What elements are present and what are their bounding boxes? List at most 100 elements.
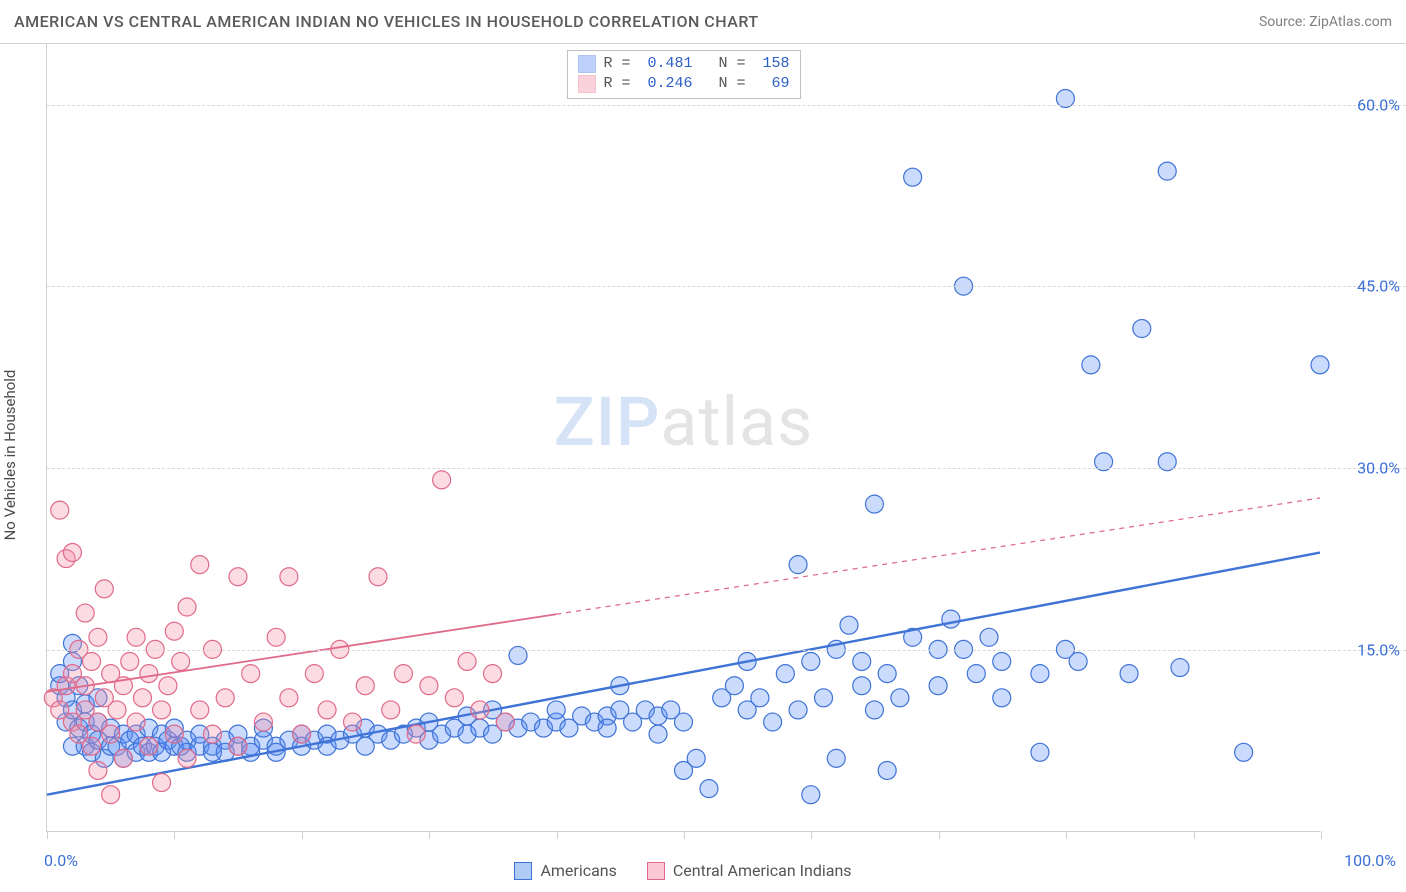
data-point [802,653,820,671]
data-point [344,713,362,731]
data-point [484,665,502,683]
data-point [305,665,323,683]
data-point [254,713,272,731]
data-point [83,737,101,755]
gridline [47,468,1406,469]
data-point [1069,653,1087,671]
data-point [840,616,858,634]
data-point [394,665,412,683]
data-point [764,713,782,731]
data-point [725,677,743,695]
trend-line [47,614,556,691]
x-axis-max-label: 100.0% [1344,851,1396,870]
data-point [153,774,171,792]
data-point [1082,356,1100,374]
data-point [267,628,285,646]
data-point [420,677,438,695]
data-point [967,665,985,683]
data-point [865,701,883,719]
data-point [242,665,260,683]
data-point [700,780,718,798]
data-point [178,749,196,767]
data-point [458,653,476,671]
data-point [598,719,616,737]
data-point [675,713,693,731]
data-point [114,749,132,767]
data-point [356,677,374,695]
data-point [789,701,807,719]
data-point [102,725,120,743]
data-point [827,749,845,767]
data-point [127,713,145,731]
data-point [509,646,527,664]
data-point [929,677,947,695]
legend: Americans Central American Indians [46,861,1320,880]
data-point [140,737,158,755]
gridline [47,286,1406,287]
data-point [89,761,107,779]
data-point [853,653,871,671]
data-point [280,568,298,586]
data-point [172,653,190,671]
data-point [216,689,234,707]
x-tick [47,831,48,839]
data-point [445,689,463,707]
data-point [83,653,101,671]
data-point [776,665,794,683]
data-point [89,628,107,646]
data-point [878,761,896,779]
x-tick [557,831,558,839]
data-point [293,725,311,743]
data-point [95,580,113,598]
x-tick [684,831,685,839]
data-point [496,713,514,731]
data-point [369,568,387,586]
data-point [178,598,196,616]
data-point [203,725,221,743]
legend-label: Central American Indians [673,861,852,880]
x-tick [939,831,940,839]
data-point [165,622,183,640]
data-point [891,689,909,707]
data-point [878,665,896,683]
scatter-svg [47,44,1320,831]
data-point [789,556,807,574]
x-tick [1066,831,1067,839]
data-point [1120,665,1138,683]
data-point [687,749,705,767]
data-point [1311,356,1329,374]
gridline [47,650,1406,651]
data-point [980,628,998,646]
x-tick [302,831,303,839]
data-point [865,495,883,513]
data-point [191,556,209,574]
data-point [1158,162,1176,180]
data-point [1031,665,1049,683]
data-point [191,701,209,719]
data-point [382,701,400,719]
data-point [165,725,183,743]
legend-item: Central American Indians [647,861,852,880]
y-tick-label: 60.0% [1330,95,1400,114]
data-point [942,610,960,628]
data-point [121,653,139,671]
data-point [1133,320,1151,338]
data-point [229,568,247,586]
x-tick [811,831,812,839]
y-tick-label: 30.0% [1330,459,1400,478]
chart-title: AMERICAN VS CENTRAL AMERICAN INDIAN NO V… [14,12,759,31]
data-point [433,471,451,489]
y-axis-label: No Vehicles in Household [1,370,19,541]
data-point [76,604,94,622]
legend-label: Americans [540,861,616,880]
trend-line-extrapolated [556,498,1320,614]
y-tick-label: 45.0% [1330,277,1400,296]
data-point [229,737,247,755]
data-point [815,689,833,707]
chart-source: Source: ZipAtlas.com [1259,14,1392,30]
x-tick [429,831,430,839]
data-point [802,786,820,804]
data-point [471,701,489,719]
legend-item: Americans [514,861,616,880]
data-point [127,628,145,646]
